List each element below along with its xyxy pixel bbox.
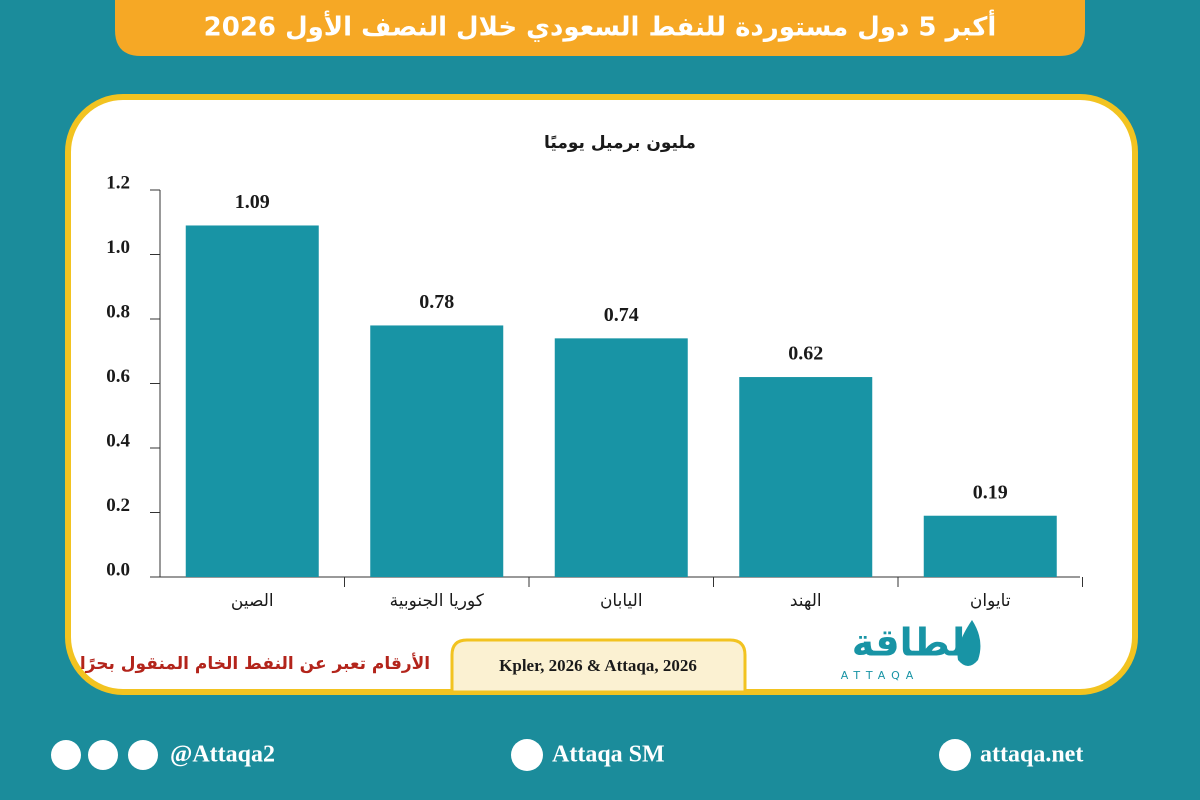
title-bar [115,0,1085,56]
value-label: 0.78 [419,291,454,313]
x-tick-label: الصين [231,591,274,611]
value-label: 1.09 [235,191,270,213]
y-tick-label: 1.0 [106,237,130,258]
value-label: 0.74 [604,304,639,326]
bar [370,325,504,577]
y-tick-label: 0.0 [106,559,130,580]
x-tick-label: تايوان [970,591,1011,611]
footer-handle: @Attaqa2 [170,742,275,768]
bar [185,225,319,577]
y-tick-label: 0.2 [106,495,130,516]
logo: الطاقة [852,621,979,665]
y-tick-label: 0.8 [106,301,130,322]
bar [554,338,688,577]
y-tick-label: 0.6 [106,366,130,387]
bar [739,377,873,577]
icon-x [51,740,81,770]
value-label: 0.19 [973,481,1008,503]
icon-facebook [128,740,158,770]
footer-youtube: Attaqa SM [552,742,665,768]
icon-web [939,739,971,771]
source: Kpler, 2026 & Attaqa, 2026 [499,656,697,675]
bar [923,515,1057,577]
logo-latin: ATTAQA [841,669,920,682]
value-label: 0.62 [788,343,823,365]
footer-icons [51,739,971,771]
y-tick-label: 1.2 [106,172,130,193]
chart-title: أكبر 5 دول مستوردة للنفط السعودي خلال ال… [204,10,997,43]
logo-drop [957,620,981,666]
unit-label: مليون برميل يوميًا [544,133,696,153]
icon-instagram [88,740,118,770]
note: الأرقام تعبر عن النفط الخام المنقول بحرً… [80,653,430,674]
x-tick-label: الهند [790,591,822,611]
footer-site: attaqa.net [980,742,1083,768]
y-tick-label: 0.4 [106,430,130,451]
icon-youtube [511,739,543,771]
x-tick-label: اليابان [600,591,643,611]
x-tick-label: كوريا الجنوبية [390,591,485,611]
source-box [450,638,747,694]
